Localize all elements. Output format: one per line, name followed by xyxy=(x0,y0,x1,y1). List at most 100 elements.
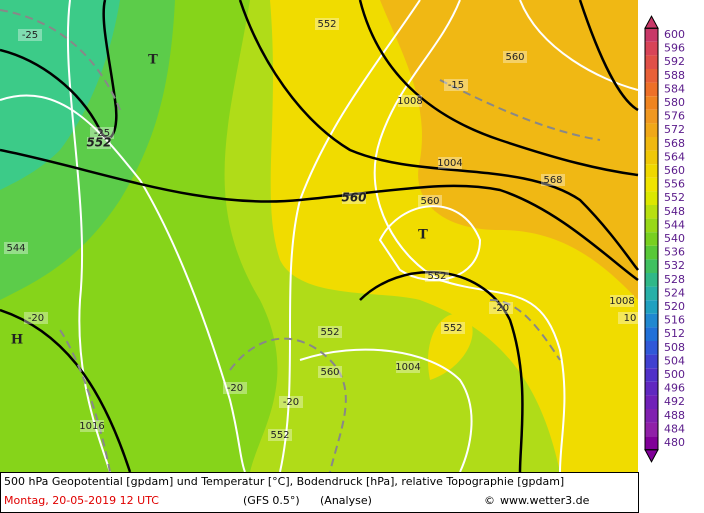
colorbar-swatch xyxy=(645,300,658,314)
label-bg xyxy=(315,18,339,30)
colorbar-label: 580 xyxy=(664,96,685,109)
colorbar-swatch xyxy=(645,55,658,69)
label-bg xyxy=(318,326,342,338)
temperature-lines xyxy=(0,9,601,473)
colorbar-label: 544 xyxy=(664,218,685,231)
colorbar-label: 576 xyxy=(664,110,685,123)
colorbar-swatch xyxy=(645,381,658,396)
colorbar-label: 524 xyxy=(664,286,685,299)
map-label: T xyxy=(148,53,158,68)
colorbar-swatch xyxy=(645,191,658,205)
label-bg xyxy=(342,192,366,204)
colorbar-label: 512 xyxy=(664,327,685,340)
footer-description: 500 hPa Geopotential [gpdam] und Tempera… xyxy=(4,475,564,488)
colorbar-swatch xyxy=(645,273,658,287)
footer-box xyxy=(0,472,639,513)
label-bg xyxy=(268,429,292,441)
colorbar-label: 504 xyxy=(664,354,685,367)
colorbar-swatch xyxy=(645,123,658,137)
field-teal xyxy=(0,0,120,190)
label-bg xyxy=(503,51,527,63)
isobars xyxy=(0,0,639,473)
map-label: 560 xyxy=(341,191,366,205)
label-bg xyxy=(425,270,449,282)
map-label: -25 xyxy=(22,30,38,41)
label-bg xyxy=(489,302,513,314)
label-bg xyxy=(418,195,442,207)
colorbar-label: 548 xyxy=(664,205,685,218)
label-bg xyxy=(24,312,48,324)
colorbar-swatch xyxy=(645,422,658,437)
map-label: 10 xyxy=(624,313,637,324)
colorbar-swatch xyxy=(645,69,658,83)
colorbar-label: 532 xyxy=(664,259,685,272)
footer-model: (GFS 0.5°) xyxy=(243,494,300,507)
map-label: 552 xyxy=(443,323,462,334)
map-label: 568 xyxy=(543,175,562,186)
colorbar-label: 592 xyxy=(664,55,685,68)
colorbar-label: 484 xyxy=(664,422,685,435)
label-bg xyxy=(541,174,565,186)
colorbar-swatch xyxy=(645,96,658,110)
colorbar-frame xyxy=(644,27,659,451)
geopotential-lines xyxy=(0,0,639,473)
map-label: -15 xyxy=(448,80,464,91)
colorbar-swatch xyxy=(645,109,658,124)
colorbar-swatch xyxy=(645,177,658,192)
label-bg xyxy=(444,79,468,91)
colorbar-swatch xyxy=(645,41,658,56)
colorbar-swatch xyxy=(645,313,658,328)
label-bg xyxy=(18,29,42,41)
map-label: 1016 xyxy=(79,421,104,432)
map-label: -25 xyxy=(94,128,110,139)
label-bg xyxy=(279,396,303,408)
colorbar-label: 520 xyxy=(664,300,685,313)
colorbar-label: 508 xyxy=(664,341,685,354)
colorbar-label: 584 xyxy=(664,82,685,95)
colorbar-swatch xyxy=(645,327,658,341)
colorbar-swatch xyxy=(645,28,658,42)
colorbar-label: 596 xyxy=(664,42,685,55)
footer-date: Montag, 20-05-2019 12 UTC xyxy=(4,494,159,507)
colorbar-swatch xyxy=(645,395,658,409)
label-bg xyxy=(87,137,111,149)
label-bg xyxy=(90,127,114,139)
map-label: 552 xyxy=(427,271,446,282)
colorbar-swatch xyxy=(645,232,658,246)
map-label: 560 xyxy=(505,52,524,63)
colorbar-swatch xyxy=(645,82,658,97)
colorbar-label: 480 xyxy=(664,436,685,449)
colorbar-label: 528 xyxy=(664,273,685,286)
colorbar-label: 600 xyxy=(664,28,685,41)
map-label: 552 xyxy=(317,19,336,30)
colorbar-swatch xyxy=(645,245,658,260)
colorbar-label: 488 xyxy=(664,409,685,422)
map-label: 560 xyxy=(320,367,339,378)
colorbar-label: 536 xyxy=(664,246,685,259)
colorbar-swatch xyxy=(645,218,658,233)
footer-site: www.wetter3.de xyxy=(500,494,590,507)
colorbar-label: 572 xyxy=(664,123,685,136)
footer-run: (Analyse) xyxy=(320,494,372,507)
map-label: -20 xyxy=(283,397,299,408)
map-label: 544 xyxy=(6,243,25,254)
colorbar-swatch xyxy=(645,409,658,423)
map-label: 1004 xyxy=(437,158,462,169)
colorbar-label: 552 xyxy=(664,191,685,204)
field-orange xyxy=(380,0,638,300)
colorbar-swatch xyxy=(645,150,658,165)
label-bg xyxy=(438,157,462,169)
map-label: 560 xyxy=(420,196,439,207)
colorbar-label: 556 xyxy=(664,178,685,191)
colorbar: 6005965925885845805765725685645605565525… xyxy=(644,15,685,463)
field-yellow-patch xyxy=(428,313,473,380)
colorbar-label: 516 xyxy=(664,314,685,327)
colorbar-swatch xyxy=(645,137,658,151)
label-bg xyxy=(318,366,342,378)
footer-copyright: © xyxy=(484,494,495,507)
colorbar-swatch xyxy=(645,354,658,369)
colorbar-label: 588 xyxy=(664,69,685,82)
label-bg xyxy=(610,295,634,307)
label-bg xyxy=(223,382,247,394)
